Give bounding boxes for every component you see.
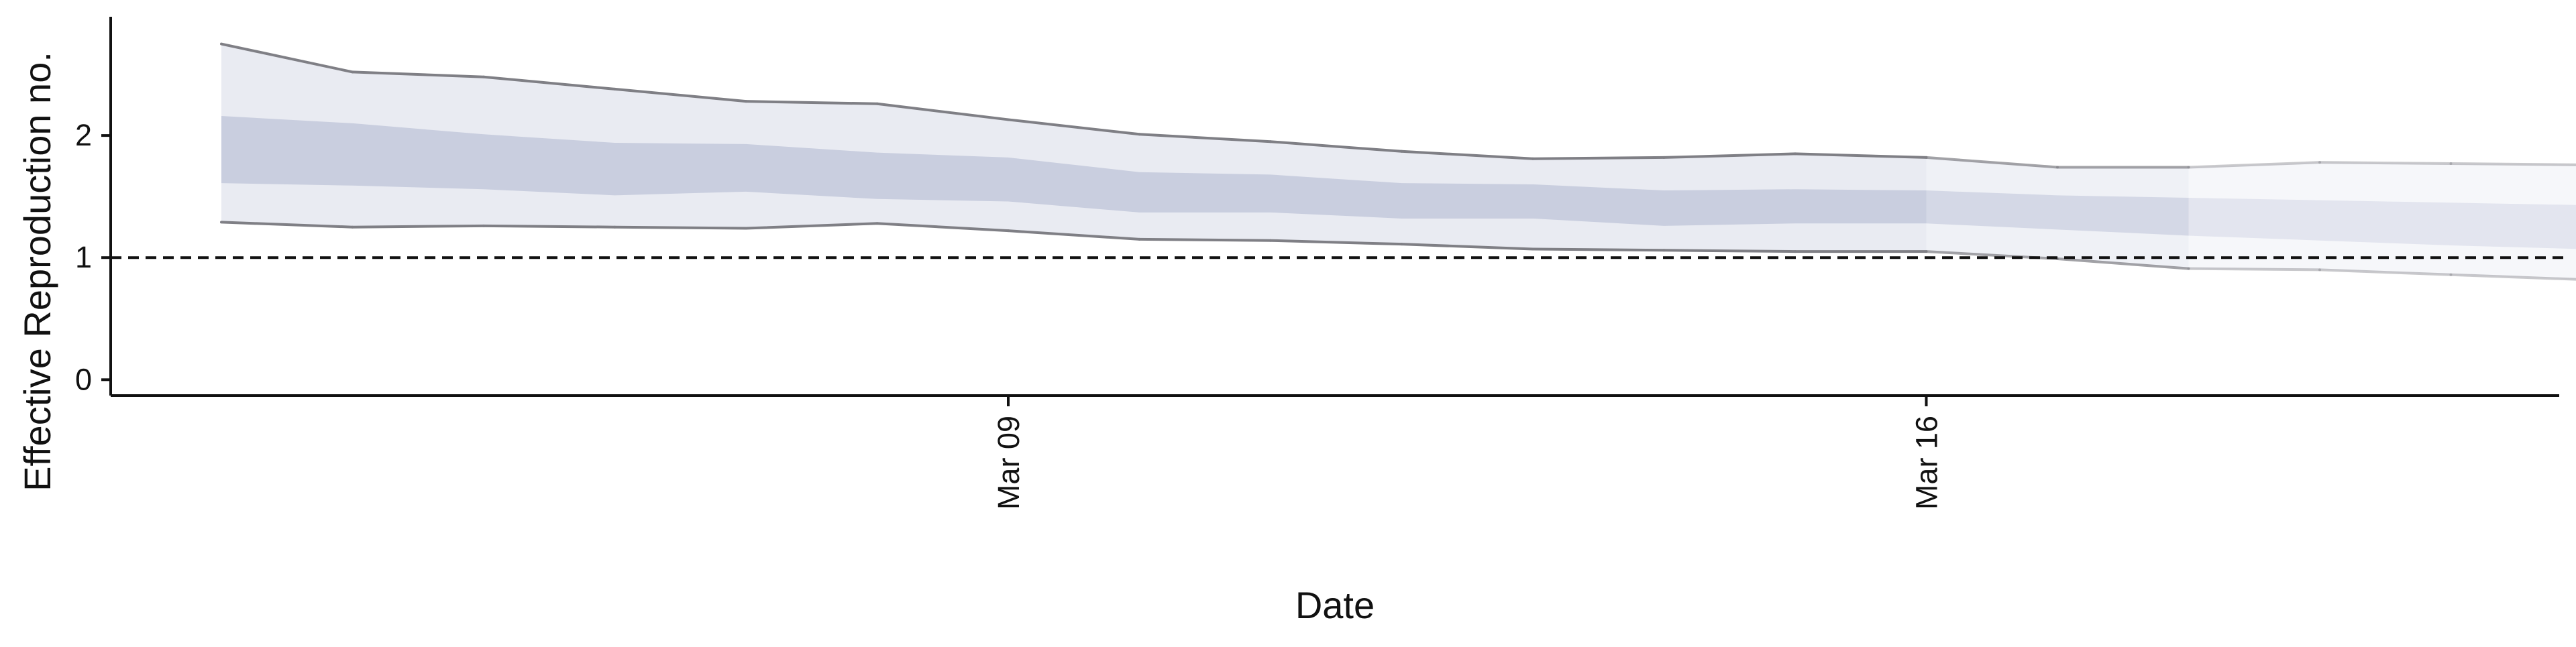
- ci50-band-segment: [2057, 195, 2189, 235]
- ci50-band-segment: [353, 123, 484, 189]
- y-axis-title: Effective Reproduction no.: [16, 52, 58, 491]
- y-tick-label: 2: [75, 118, 92, 152]
- ci50-band-segment: [615, 143, 747, 195]
- ci50-band-segment: [1402, 183, 1534, 219]
- ci50-band-segment: [484, 134, 615, 195]
- lower-bound-segment: [1140, 239, 1271, 241]
- ci50-band-segment: [221, 116, 353, 186]
- upper-bound-segment: [2320, 162, 2451, 164]
- x-axis-title: Date: [1295, 584, 1375, 626]
- lower-bound-segment: [615, 227, 747, 229]
- ci50-band-segment: [1664, 189, 1796, 226]
- ci50-band-segment: [1140, 172, 1271, 213]
- y-ticks: 0 1 2: [75, 118, 111, 396]
- lower-bound-segment: [353, 226, 484, 227]
- ci50-band-segment: [2320, 200, 2451, 245]
- lower-bound-segment: [1533, 249, 1664, 250]
- ci50-band-segment: [2189, 198, 2320, 241]
- lower-bound-segment: [2189, 269, 2320, 270]
- upper-bound-segment: [2451, 164, 2576, 165]
- lower-bound-segment: [1664, 250, 1796, 251]
- y-tick-label: 1: [75, 240, 92, 274]
- x-tick-label: Mar 16: [1910, 416, 1944, 510]
- y-tick-label: 0: [75, 362, 92, 396]
- ci50-band-segment: [746, 144, 877, 199]
- upper-bound-segment: [1533, 158, 1664, 159]
- x-ticks: Mar 09 Mar 16: [991, 396, 1944, 510]
- ci50-band-segment: [2451, 202, 2576, 249]
- ci50-band-segment: [877, 153, 1009, 202]
- ci50-band-segment: [1927, 190, 2058, 229]
- ci50-band-segment: [1795, 189, 1927, 223]
- x-tick-label: Mar 09: [991, 416, 1026, 510]
- lower-bound-segment: [484, 226, 615, 227]
